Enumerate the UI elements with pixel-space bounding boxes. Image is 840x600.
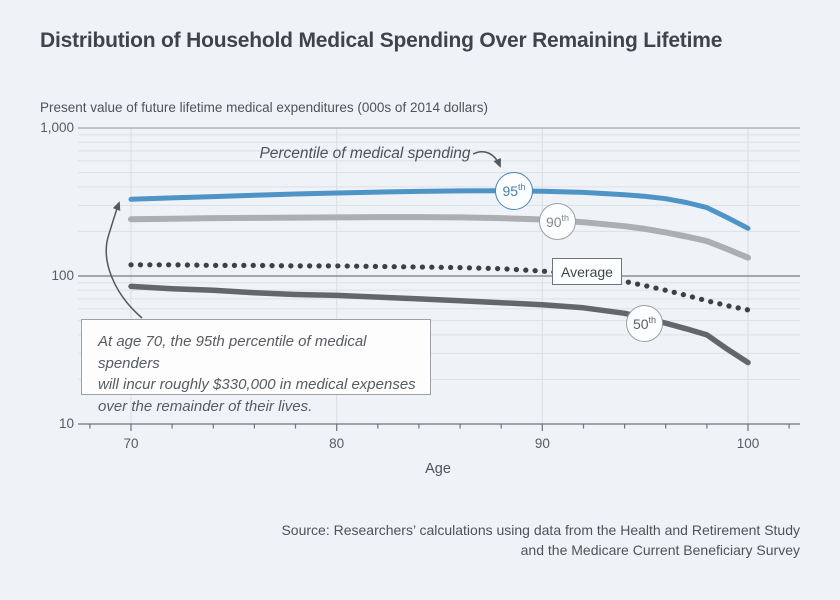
badge-95th-number: 95 bbox=[502, 183, 519, 199]
callout-line-1: At age 70, the 95th percentile of medica… bbox=[98, 333, 367, 372]
annotation-arrows bbox=[105, 151, 501, 319]
x-tick-label: 70 bbox=[123, 436, 139, 451]
average-series-label: Average bbox=[552, 258, 622, 285]
y-axis-title: Present value of future lifetime medical… bbox=[40, 100, 488, 115]
callout-line-2: will incur roughly $330,000 in medical e… bbox=[98, 376, 416, 393]
y-tick-label: 10 bbox=[58, 416, 74, 431]
badge-90th-number: 90 bbox=[545, 213, 562, 230]
percentile-pointer-label: Percentile of medical spending bbox=[259, 145, 471, 162]
series-p50 bbox=[128, 283, 751, 366]
callout-line-3: over the remainder of their lives. bbox=[98, 397, 313, 415]
callout-arrow bbox=[105, 201, 143, 319]
series-average bbox=[128, 262, 751, 313]
annotation-callout: At age 70, the 95th percentile of medica… bbox=[81, 319, 431, 415]
page-title: Distribution of Household Medical Spendi… bbox=[40, 29, 723, 52]
minor-gridlines bbox=[78, 134, 800, 380]
pointer-arrow bbox=[472, 151, 501, 168]
major-gridlines bbox=[78, 127, 800, 277]
source-attribution: Source: Researchers’ calculations using … bbox=[200, 521, 800, 560]
series-p95 bbox=[128, 188, 751, 231]
x-axis bbox=[78, 423, 800, 431]
badge-50th-number: 50 bbox=[632, 315, 649, 332]
badge-90th-suffix: th bbox=[561, 212, 570, 223]
x-tick-label: 90 bbox=[534, 436, 550, 451]
badge-95th-suffix: th bbox=[518, 182, 526, 192]
source-line-1: Source: Researchers’ calculations using … bbox=[281, 522, 800, 538]
series-p90 bbox=[128, 214, 751, 261]
y-tick-label: 1,000 bbox=[40, 120, 74, 135]
x-tick-label: 80 bbox=[329, 436, 345, 451]
source-line-2: and the Medicare Current Beneficiary Sur… bbox=[520, 541, 800, 558]
x-axis-title: Age bbox=[425, 461, 451, 477]
y-tick-label: 100 bbox=[51, 268, 74, 283]
badge-50th-suffix: th bbox=[648, 314, 657, 325]
x-tick-label: 100 bbox=[736, 436, 760, 451]
